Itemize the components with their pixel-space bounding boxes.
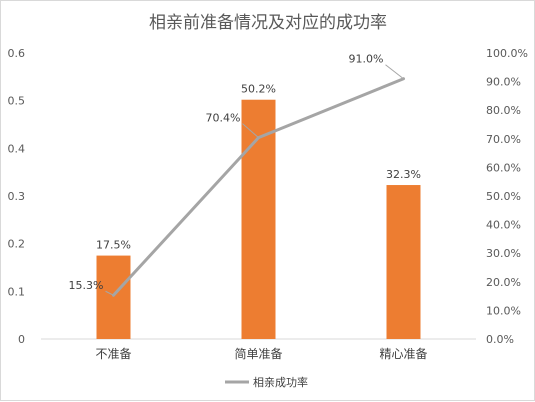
line-label-leader bbox=[105, 290, 114, 296]
right-tick-label: 0.0% bbox=[486, 333, 514, 346]
right-tick-label: 80.0% bbox=[486, 104, 521, 117]
category-label: 不准备 bbox=[95, 347, 131, 361]
category-label: 简单准备 bbox=[234, 347, 282, 361]
left-tick-label: 0.2 bbox=[8, 238, 26, 251]
left-tick-label: 0.4 bbox=[8, 142, 26, 155]
left-tick-label: 0.5 bbox=[8, 95, 26, 108]
line-label-leader bbox=[385, 64, 404, 80]
line-series: 15.3% 70.4% 91.0% bbox=[69, 53, 405, 297]
left-tick-label: 0 bbox=[18, 333, 25, 346]
line-data-label: 91.0% bbox=[349, 53, 384, 66]
right-tick-label: 100.0% bbox=[486, 47, 528, 60]
legend: 相亲成功率 bbox=[225, 375, 308, 389]
right-tick-label: 20.0% bbox=[486, 276, 521, 289]
right-tick-label: 40.0% bbox=[486, 219, 521, 232]
right-axis: 0.0% 10.0% 20.0% 30.0% 40.0% 50.0% 60.0% 70.0% 8… bbox=[486, 47, 528, 346]
right-tick-label: 10.0% bbox=[486, 304, 521, 317]
bar bbox=[96, 255, 131, 339]
right-tick-label: 50.0% bbox=[486, 190, 521, 203]
bar-data-label: 50.2% bbox=[241, 83, 276, 96]
bar bbox=[241, 99, 276, 339]
bar-series: 17.5% 50.2% 32.3% bbox=[96, 83, 421, 339]
right-tick-label: 90.0% bbox=[486, 76, 521, 89]
left-tick-label: 0.1 bbox=[8, 285, 26, 298]
line-data-label: 70.4% bbox=[206, 112, 241, 125]
bar-data-label: 17.5% bbox=[96, 239, 131, 252]
line-label-leader bbox=[242, 123, 259, 139]
chart-title: 相亲前准备情况及对应的成功率 bbox=[149, 13, 387, 33]
left-axis: 0 0.1 0.2 0.3 0.4 0.5 0.6 bbox=[8, 47, 26, 346]
legend-label: 相亲成功率 bbox=[253, 375, 308, 389]
category-axis: 不准备 简单准备 精心准备 bbox=[95, 347, 427, 361]
bar-data-label: 32.3% bbox=[386, 168, 421, 181]
bar bbox=[386, 185, 421, 339]
left-tick-label: 0.6 bbox=[8, 47, 26, 60]
right-tick-label: 70.0% bbox=[486, 133, 521, 146]
left-tick-label: 0.3 bbox=[8, 190, 26, 203]
right-tick-label: 60.0% bbox=[486, 161, 521, 174]
right-tick-label: 30.0% bbox=[486, 247, 521, 260]
category-label: 精心准备 bbox=[379, 347, 427, 361]
line-data-label: 15.3% bbox=[69, 279, 104, 292]
